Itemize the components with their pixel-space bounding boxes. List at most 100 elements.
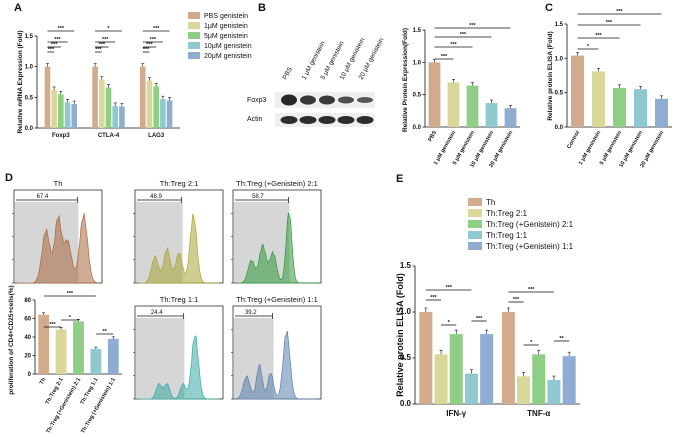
chart-d-x-tick-label: Th:Treg (+Genistein) 1:1: [80, 377, 117, 435]
chart-e-legend-swatch: [468, 220, 482, 228]
hist-gen11-curve: [236, 330, 317, 400]
panel-letter-d: D: [5, 172, 13, 184]
chart-c-sig-label: ***: [595, 33, 602, 39]
chart-a-sig-label: ***: [95, 47, 102, 53]
chart-a-bar: [146, 80, 153, 128]
chart-a-sig-label: ***: [143, 47, 150, 53]
chart-a-bar: [139, 66, 146, 128]
chart-a-bar: [160, 99, 166, 128]
blot-actin-band: [318, 116, 336, 124]
chart-d-y-axis-label: proliferation of CD4+CD25+cells(%): [8, 285, 15, 394]
chart-e-legend-swatch: [468, 231, 482, 239]
chart-e-y-tick-label: 0.5: [400, 353, 412, 362]
chart-a-legend-label: 1μM genistein: [204, 23, 248, 30]
panel-letter-c: C: [545, 2, 553, 14]
chart-d-bar: [55, 329, 67, 374]
hist-gen11-gate-region: [234, 318, 274, 398]
chart-c-sig-label: ***: [616, 9, 623, 15]
chart-a-legend-swatch: [188, 32, 200, 39]
hist-treg21-curve: [139, 213, 219, 284]
chart-e-y-tick-label: 0.0: [400, 399, 412, 408]
chart-a-sig-label: ***: [153, 26, 160, 32]
chart-d-y-tick-label: 60: [24, 317, 31, 323]
chart-e-y-axis-label: Relative protein ELISA (Fold): [395, 273, 405, 397]
blot-foxp3-band: [300, 95, 316, 105]
chart-a-bar: [58, 94, 64, 128]
chart-c-y-tick-label: 0.0: [555, 125, 564, 131]
chart-a-sig-label: ***: [48, 47, 55, 53]
chart-e-x-tick-label: IFN-γ: [446, 409, 467, 418]
chart-e-bar: [480, 334, 494, 404]
chart-a-bar: [119, 106, 125, 128]
chart-e-bar: [434, 354, 448, 404]
chart-b-sig-label: ***: [450, 42, 457, 48]
chart-a-legend-swatch: [188, 42, 200, 49]
chart-c-sig-label: ***: [606, 20, 613, 26]
chart-e-bar: [547, 380, 561, 404]
chart-d-sig-label: ***: [67, 291, 74, 297]
chart-e-y-tick-label: 1.0: [400, 307, 412, 316]
chart-b-y-tick-label: 1.5: [413, 28, 422, 34]
chart-a-legend-swatch: [188, 22, 200, 29]
blot-row-label-foxp3: Foxp3: [247, 97, 267, 104]
chart-e-y-tick-label: 1.5: [400, 261, 412, 270]
chart-a-legend-label: 20μM genistein: [204, 53, 252, 60]
chart-c-y-tick-label: 0.5: [555, 91, 564, 97]
chart-a-bar: [51, 89, 57, 128]
chart-e-sig-label: ***: [445, 285, 452, 291]
chart-a-y-tick-label: 0.0: [25, 126, 34, 132]
chart-b-bar: [485, 103, 498, 127]
chart-e-bar: [464, 373, 478, 404]
chart-a-x-tick-label: CTLA-4: [98, 133, 120, 139]
chart-c-y-tick-label: 1.5: [555, 22, 564, 28]
chart-e-sig-label: *: [448, 320, 451, 326]
blot-foxp3-band: [281, 94, 297, 106]
chart-a-bar: [71, 104, 78, 128]
chart-c-bar: [612, 87, 627, 127]
chart-d-sig-label: ***: [49, 322, 56, 328]
chart-a-x-tick-label: LAG3: [148, 133, 165, 139]
chart-d-bar: [73, 321, 84, 374]
chart-e-sig-label: ***: [430, 295, 437, 301]
hist-treg11-curve: [139, 335, 219, 400]
chart-c-x-tick-label: 1 μM genistein: [578, 129, 603, 166]
chart-e-legend-swatch: [468, 242, 482, 250]
chart-d-y-tick-label: 40: [24, 335, 31, 341]
chart-a-legend-label: PBS genistein: [204, 13, 248, 20]
chart-c-bar: [591, 71, 606, 127]
chart-a-sig-label: *: [107, 26, 110, 32]
hist-treg11-gate-value: 24.4: [151, 310, 163, 316]
chart-e-bar: [517, 376, 531, 404]
chart-e-x-tick-label: TNF-α: [527, 409, 550, 418]
chart-e-bar: [419, 312, 433, 404]
blot-foxp3-band: [357, 96, 373, 104]
blot-actin-band: [299, 116, 317, 124]
chart-e-legend-label: Th:Treg 1:1: [486, 231, 528, 240]
chart-e-bar: [532, 354, 546, 404]
chart-c-bar: [654, 98, 669, 127]
chart-b-y-tick-label: 0.0: [413, 125, 422, 131]
chart-c-x-tick-label: Control: [566, 130, 581, 150]
chart-a-bar: [99, 79, 105, 128]
panel-letter-b: B: [258, 2, 266, 14]
blot-actin-band: [280, 116, 298, 124]
hist-gen21-title: Th:Treg (+Genistein) 2:1: [236, 179, 318, 188]
hist-gen21-curve: [237, 212, 317, 284]
chart-b-bar: [447, 82, 460, 127]
hist-gen11-title: Th:Treg (+Genistein) 1:1: [236, 295, 318, 304]
chart-a-bar: [112, 105, 118, 128]
blot-row-label-actin: Actin: [247, 116, 263, 123]
chart-a-sig-label: ***: [99, 42, 106, 48]
chart-a-x-tick-label: Foxp3: [52, 133, 70, 139]
panel-letter-e: E: [396, 173, 404, 185]
hist-treg21-title: Th:Treg 2:1: [160, 179, 199, 188]
hist-th-curve: [18, 213, 99, 284]
chart-d-y-tick-label: 80: [24, 298, 31, 304]
chart-d-x-tick-label: Th: [39, 376, 48, 385]
chart-e-bar: [501, 312, 515, 404]
chart-a-bar: [153, 86, 159, 128]
chart-a-y-tick-label: 1.0: [25, 65, 34, 71]
blot-actin-band: [337, 116, 355, 124]
chart-e-sig-label: *: [530, 340, 533, 346]
